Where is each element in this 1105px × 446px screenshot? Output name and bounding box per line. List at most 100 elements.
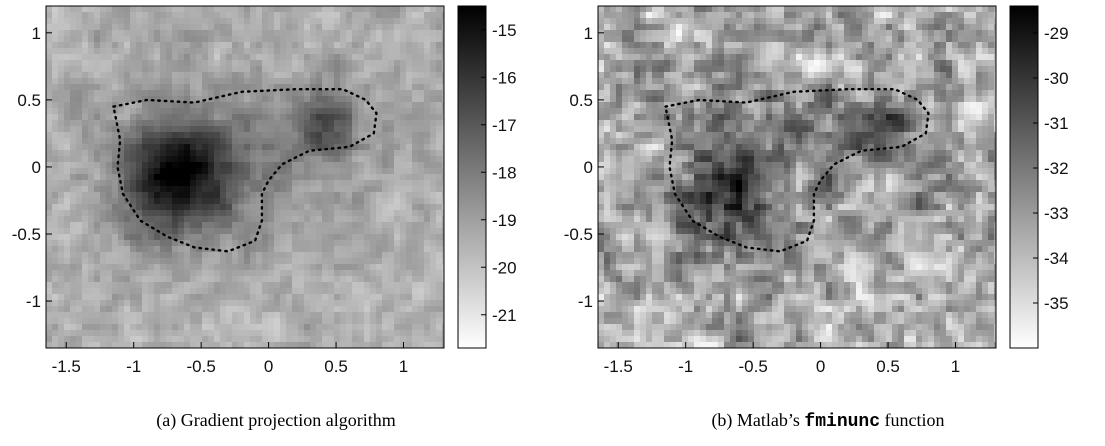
heatmap-cell	[364, 288, 371, 295]
heatmap-cell	[58, 18, 65, 25]
heatmap-cell	[412, 150, 419, 157]
heatmap-cell	[304, 240, 311, 247]
heatmap-cell	[124, 228, 131, 235]
heatmap-cell	[256, 66, 263, 73]
heatmap-cell	[112, 54, 119, 61]
heatmap-cell	[982, 30, 989, 37]
heatmap-cell	[604, 6, 611, 13]
heatmap-cell	[436, 174, 443, 181]
heatmap-cell	[160, 300, 167, 307]
heatmap-cell	[286, 114, 293, 121]
heatmap-cell	[652, 60, 659, 67]
heatmap-cell	[412, 84, 419, 91]
heatmap-cell	[64, 120, 71, 127]
heatmap-cell	[946, 96, 953, 103]
heatmap-cell	[196, 300, 203, 307]
heatmap-cell	[400, 126, 407, 133]
heatmap-cell	[754, 84, 761, 91]
heatmap-cell	[94, 174, 101, 181]
heatmap-cell	[190, 300, 197, 307]
heatmap-cell	[196, 234, 203, 241]
heatmap-cell	[142, 330, 149, 337]
heatmap-cell	[760, 102, 767, 109]
heatmap-cell	[118, 234, 125, 241]
heatmap-cell	[946, 78, 953, 85]
heatmap-cell	[190, 30, 197, 37]
heatmap-cell	[418, 24, 425, 31]
heatmap-cell	[856, 102, 863, 109]
heatmap-cell	[886, 72, 893, 79]
heatmap-cell	[886, 42, 893, 49]
heatmap-cell	[736, 72, 743, 79]
heatmap-cell	[430, 300, 437, 307]
heatmap-cell	[358, 150, 365, 157]
heatmap-cell	[232, 30, 239, 37]
heatmap-cell	[400, 60, 407, 67]
heatmap-cell	[136, 54, 143, 61]
heatmap-cell	[292, 198, 299, 205]
heatmap-cell	[382, 336, 389, 343]
heatmap-cell	[964, 30, 971, 37]
heatmap-cell	[706, 60, 713, 67]
heatmap-cell	[124, 6, 131, 13]
heatmap-cell	[130, 144, 137, 151]
heatmap-cell	[418, 36, 425, 43]
heatmap-cell	[46, 174, 53, 181]
heatmap-cell	[136, 282, 143, 289]
heatmap-cell	[166, 300, 173, 307]
heatmap-cell	[58, 198, 65, 205]
heatmap-cell	[364, 186, 371, 193]
heatmap-cell	[112, 216, 119, 223]
heatmap-cell	[376, 108, 383, 115]
heatmap-cell	[376, 156, 383, 163]
heatmap-cell	[406, 288, 413, 295]
heatmap-cell	[628, 6, 635, 13]
heatmap-cell	[94, 108, 101, 115]
heatmap-cell	[166, 198, 173, 205]
heatmap-cell	[856, 84, 863, 91]
heatmap-cell	[46, 84, 53, 91]
heatmap-cell	[418, 282, 425, 289]
heatmap-cell	[328, 240, 335, 247]
heatmap-cell	[316, 216, 323, 223]
heatmap-cell	[112, 318, 119, 325]
heatmap-cell	[832, 6, 839, 13]
heatmap-cell	[364, 192, 371, 199]
heatmap-cell	[388, 108, 395, 115]
heatmap-cell	[160, 132, 167, 139]
heatmap-cell	[922, 60, 929, 67]
heatmap-cell	[64, 36, 71, 43]
heatmap-cell	[160, 144, 167, 151]
heatmap-cell	[190, 240, 197, 247]
heatmap-cell	[412, 162, 419, 169]
heatmap-cell	[244, 6, 251, 13]
heatmap-cell	[64, 90, 71, 97]
heatmap-cell	[778, 18, 785, 25]
heatmap-cell	[190, 174, 197, 181]
heatmap-cell	[406, 216, 413, 223]
heatmap-cell	[376, 120, 383, 127]
heatmap-cell	[298, 54, 305, 61]
heatmap-cell	[352, 252, 359, 259]
heatmap-cell	[136, 96, 143, 103]
heatmap-cell	[190, 42, 197, 49]
heatmap-cell	[322, 330, 329, 337]
heatmap-cell	[130, 276, 137, 283]
heatmap-cell	[76, 324, 83, 331]
heatmap-cell	[244, 138, 251, 145]
heatmap-cell	[172, 264, 179, 271]
heatmap-cell	[874, 78, 881, 85]
heatmap-cell	[58, 102, 65, 109]
heatmap-cell	[340, 138, 347, 145]
heatmap-cell	[424, 192, 431, 199]
heatmap-cell	[322, 312, 329, 319]
heatmap-cell	[436, 270, 443, 277]
heatmap-chart-a: -1.5 -1 -0.5 0 0.5 1 10.50-0.5-1 -15-16-17-18…	[12, 5, 517, 376]
heatmap-cell	[400, 204, 407, 211]
heatmap-cell	[286, 216, 293, 223]
heatmap-cell	[262, 30, 269, 37]
heatmap-cell	[688, 90, 695, 97]
heatmap-cell	[250, 228, 257, 235]
heatmap-cell	[76, 102, 83, 109]
heatmap-cell	[274, 210, 281, 217]
